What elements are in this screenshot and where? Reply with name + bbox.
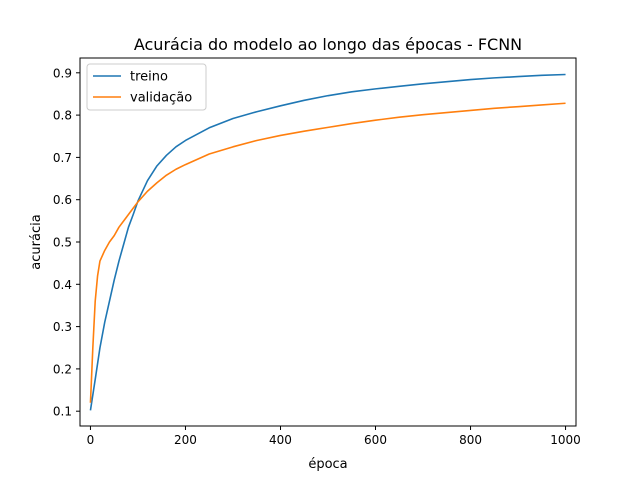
x-tick-label: 400 — [269, 433, 292, 447]
series-line-treino — [89, 73, 566, 411]
y-tick-label: 0.7 — [53, 151, 72, 165]
x-tick-label: 1000 — [550, 433, 581, 447]
y-axis-label: acurácia — [29, 214, 44, 269]
x-axis: 0 200 400 600 800 1000 — [87, 426, 581, 447]
y-tick-label: 0.5 — [53, 236, 72, 250]
y-tick-label: 0.6 — [53, 193, 72, 207]
y-tick-label: 0.3 — [53, 320, 72, 334]
x-tick-label: 0 — [87, 433, 95, 447]
y-axis: 0.1 0.2 0.3 0.4 0.5 0.6 0.7 0.8 0.9 — [53, 66, 80, 419]
x-tick-label: 200 — [174, 433, 197, 447]
x-tick-label: 800 — [459, 433, 482, 447]
y-tick-label: 0.9 — [53, 66, 72, 80]
series-line-validacao — [89, 102, 566, 403]
legend: treino validação — [86, 63, 207, 111]
x-tick-label: 600 — [364, 433, 387, 447]
chart-title: Acurácia do modelo ao longo das épocas -… — [134, 35, 522, 54]
series-layer — [89, 73, 566, 411]
y-tick-label: 0.1 — [53, 405, 72, 419]
x-axis-label: época — [308, 457, 347, 472]
y-tick-label: 0.4 — [53, 278, 72, 292]
legend-label-treino: treino — [130, 70, 168, 85]
legend-label-validacao: validação — [130, 91, 192, 106]
y-tick-label: 0.8 — [53, 109, 72, 123]
y-tick-label: 0.2 — [53, 362, 72, 376]
